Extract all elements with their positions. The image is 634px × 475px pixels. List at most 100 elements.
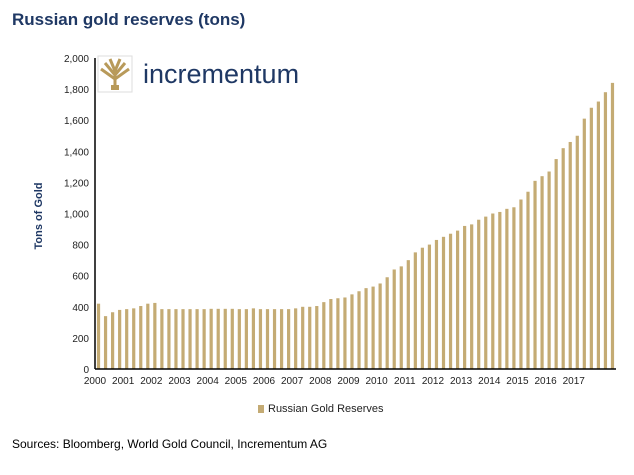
bar bbox=[526, 191, 530, 369]
y-tick-label: 0 bbox=[83, 365, 89, 376]
bar bbox=[96, 303, 101, 369]
bar bbox=[294, 308, 298, 369]
y-tick-label: 800 bbox=[72, 241, 89, 252]
x-tick-label: 2000 bbox=[84, 376, 107, 387]
bar bbox=[413, 252, 417, 369]
bar bbox=[202, 309, 206, 369]
bar bbox=[336, 298, 340, 369]
bar bbox=[111, 312, 115, 369]
incrementum-logo: incrementum bbox=[97, 55, 299, 93]
bar bbox=[343, 297, 347, 369]
x-tick-label: 2016 bbox=[534, 376, 557, 387]
x-tick-label: 2006 bbox=[253, 376, 276, 387]
x-tick-label: 2011 bbox=[394, 376, 416, 387]
bar bbox=[477, 219, 481, 369]
y-tick-label: 600 bbox=[72, 272, 89, 283]
bar bbox=[103, 316, 108, 369]
bar bbox=[568, 141, 572, 369]
x-tick-label: 2012 bbox=[422, 376, 445, 387]
bar bbox=[519, 199, 523, 369]
bar bbox=[195, 309, 199, 369]
x-tick-label: 2017 bbox=[563, 376, 586, 387]
bar bbox=[118, 309, 122, 369]
bar bbox=[125, 309, 129, 369]
bar bbox=[554, 159, 558, 369]
x-tick-label: 2001 bbox=[112, 376, 135, 387]
bar bbox=[329, 299, 333, 369]
y-tick-label: 400 bbox=[72, 303, 89, 314]
bar bbox=[167, 309, 171, 369]
x-tick-label: 2007 bbox=[281, 376, 304, 387]
bar bbox=[399, 266, 403, 369]
bar bbox=[357, 291, 361, 369]
x-tick-label: 2009 bbox=[337, 376, 360, 387]
bar bbox=[153, 302, 157, 369]
logo-text: incrementum bbox=[143, 58, 300, 89]
bar bbox=[315, 306, 319, 369]
bar bbox=[230, 308, 234, 369]
bar bbox=[512, 207, 516, 369]
x-tick-label: 2004 bbox=[197, 376, 220, 387]
bar bbox=[463, 225, 467, 369]
x-tick-label: 2008 bbox=[309, 376, 332, 387]
bar bbox=[132, 308, 136, 369]
bar bbox=[188, 309, 192, 369]
bar bbox=[484, 216, 488, 369]
bar bbox=[547, 171, 551, 369]
chart-title: Russian gold reserves (tons) bbox=[12, 10, 246, 29]
bar bbox=[540, 176, 544, 369]
bar bbox=[237, 309, 241, 369]
y-tick-label: 1,600 bbox=[64, 116, 89, 127]
bar bbox=[589, 107, 593, 369]
bar bbox=[385, 277, 389, 369]
bar bbox=[223, 308, 227, 369]
bar bbox=[371, 286, 375, 369]
bar bbox=[322, 302, 326, 369]
y-tick-label: 2,000 bbox=[64, 54, 89, 65]
source-note: Sources: Bloomberg, World Gold Council, … bbox=[12, 437, 328, 451]
bar bbox=[308, 306, 312, 369]
x-tick-label: 2015 bbox=[506, 376, 529, 387]
bar bbox=[244, 309, 248, 369]
bar bbox=[392, 269, 396, 369]
bar bbox=[301, 306, 305, 369]
legend-swatch bbox=[258, 405, 264, 413]
bar bbox=[427, 244, 432, 369]
bar bbox=[575, 135, 579, 369]
x-tick-label: 2014 bbox=[478, 376, 501, 387]
bar bbox=[265, 309, 270, 369]
bar bbox=[146, 303, 150, 369]
bar bbox=[582, 118, 586, 370]
y-tick-label: 1,000 bbox=[64, 210, 89, 221]
bar bbox=[441, 236, 446, 369]
legend-label: Russian Gold Reserves bbox=[268, 403, 384, 415]
bar bbox=[420, 247, 424, 369]
bar bbox=[434, 239, 439, 369]
bar bbox=[610, 82, 615, 369]
bar bbox=[272, 309, 277, 369]
bar bbox=[406, 260, 410, 369]
x-tick-label: 2003 bbox=[168, 376, 191, 387]
bar bbox=[596, 101, 600, 369]
bar bbox=[216, 308, 220, 369]
bar bbox=[533, 180, 537, 369]
y-tick-label: 1,800 bbox=[64, 85, 89, 96]
bar bbox=[455, 230, 460, 369]
bar bbox=[174, 309, 178, 369]
y-tick-label: 1,200 bbox=[64, 178, 89, 189]
bar bbox=[470, 224, 474, 369]
x-tick-label: 2010 bbox=[365, 376, 388, 387]
legend: Russian Gold Reserves bbox=[258, 403, 384, 415]
bar bbox=[448, 233, 453, 369]
bar bbox=[364, 288, 368, 369]
x-tick-label: 2002 bbox=[140, 376, 163, 387]
y-tick-label: 1,400 bbox=[64, 147, 89, 158]
bar bbox=[378, 283, 382, 369]
x-tick-label: 2013 bbox=[450, 376, 473, 387]
bar bbox=[258, 309, 263, 369]
bar bbox=[139, 306, 143, 369]
bar bbox=[505, 208, 509, 369]
bar bbox=[209, 308, 213, 369]
